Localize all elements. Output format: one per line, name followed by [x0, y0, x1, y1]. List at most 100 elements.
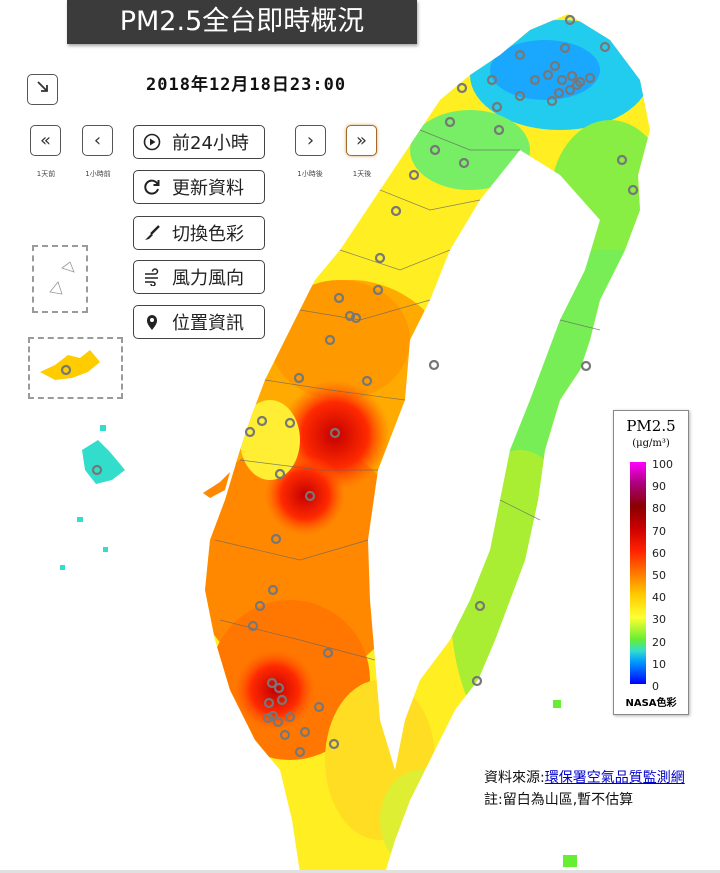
station-marker[interactable]: [344, 310, 356, 322]
station-marker[interactable]: [627, 184, 639, 196]
switch-color-button[interactable]: 切換色彩: [133, 216, 265, 250]
play-circle-icon: [142, 132, 162, 152]
matsu-inset: [32, 245, 88, 313]
station-marker[interactable]: [267, 584, 279, 596]
station-marker[interactable]: [549, 60, 561, 72]
legend-tick-90: 90: [652, 480, 666, 494]
location-button[interactable]: 位置資訊: [133, 305, 265, 339]
station-marker[interactable]: [566, 70, 578, 82]
station-marker[interactable]: [328, 738, 340, 750]
station-marker[interactable]: [599, 41, 611, 53]
station-marker[interactable]: [266, 677, 278, 689]
station-marker[interactable]: [514, 90, 526, 102]
station-marker[interactable]: [247, 620, 259, 632]
station-marker[interactable]: [272, 716, 284, 728]
station-marker[interactable]: [304, 490, 316, 502]
station-marker[interactable]: [279, 729, 291, 741]
day-back-button[interactable]: «: [30, 125, 61, 156]
station-marker[interactable]: [284, 711, 296, 723]
station-marker[interactable]: [456, 82, 468, 94]
wind-icon: [142, 267, 162, 287]
paint-brush-icon: [142, 223, 162, 243]
day-fwd-caption: 1天後: [352, 170, 372, 178]
station-marker[interactable]: [270, 533, 282, 545]
station-marker[interactable]: [408, 169, 420, 181]
station-marker[interactable]: [474, 600, 486, 612]
station-marker[interactable]: [244, 426, 256, 438]
last-24h-button[interactable]: 前24小時: [133, 125, 265, 159]
station-marker[interactable]: [514, 49, 526, 61]
station-marker[interactable]: [429, 144, 441, 156]
station-marker[interactable]: [493, 124, 505, 136]
station-marker[interactable]: [91, 464, 103, 476]
day-fwd-button[interactable]: »: [346, 125, 377, 156]
station-marker[interactable]: [553, 87, 565, 99]
station-marker[interactable]: [267, 710, 279, 722]
station-marker[interactable]: [256, 415, 268, 427]
station-marker[interactable]: [390, 205, 402, 217]
station-marker[interactable]: [350, 312, 362, 324]
station-marker[interactable]: [276, 694, 288, 706]
legend-tick-10: 10: [652, 657, 666, 671]
double-chevron-left-icon: «: [39, 130, 51, 151]
station-marker[interactable]: [284, 417, 296, 429]
station-marker[interactable]: [546, 95, 558, 107]
double-chevron-right-icon: »: [355, 130, 367, 151]
station-marker[interactable]: [333, 292, 345, 304]
station-marker[interactable]: [616, 154, 628, 166]
station-marker[interactable]: [273, 682, 285, 694]
legend-tick-30: 30: [652, 613, 666, 627]
legend-tick-50: 50: [652, 569, 666, 582]
station-marker[interactable]: [293, 372, 305, 384]
station-marker[interactable]: [574, 76, 586, 88]
station-marker[interactable]: [580, 360, 592, 372]
station-marker[interactable]: [491, 101, 503, 113]
chevron-left-icon: ‹: [93, 130, 102, 151]
bottom-bar: [0, 870, 720, 873]
station-marker[interactable]: [542, 69, 554, 81]
station-marker[interactable]: [324, 334, 336, 346]
kinmen-inset: [28, 337, 123, 399]
station-marker[interactable]: [361, 375, 373, 387]
station-marker[interactable]: [254, 600, 266, 612]
station-marker[interactable]: [564, 84, 576, 96]
pm25-legend: PM2.5 (μg/m³) NASA色彩: [613, 410, 689, 715]
chevron-right-icon: ›: [306, 130, 315, 151]
station-marker[interactable]: [564, 14, 576, 26]
station-marker[interactable]: [486, 74, 498, 86]
station-marker[interactable]: [556, 74, 568, 86]
station-marker[interactable]: [471, 675, 483, 687]
location-label: 位置資訊: [172, 313, 244, 334]
source-link[interactable]: 環保署空氣品質監測網: [544, 770, 685, 786]
station-marker[interactable]: [374, 252, 386, 264]
station-marker[interactable]: [294, 746, 306, 758]
station-marker[interactable]: [322, 647, 334, 659]
map-pin-icon: [142, 312, 162, 332]
station-marker[interactable]: [313, 701, 325, 713]
station-marker[interactable]: [428, 359, 440, 371]
station-marker[interactable]: [559, 42, 571, 54]
legend-tick-70: 70: [652, 524, 666, 538]
station-marker[interactable]: [584, 72, 596, 84]
hour-fwd-caption: 1小時後: [297, 170, 323, 178]
station-marker[interactable]: [262, 712, 274, 724]
hour-back-button[interactable]: ‹: [82, 125, 113, 156]
wind-button[interactable]: 風力風向: [133, 260, 265, 294]
station-marker[interactable]: [372, 284, 384, 296]
station-marker[interactable]: [274, 468, 286, 480]
legend-title: PM2.5: [626, 417, 676, 435]
legend-tick-0: 0: [652, 680, 659, 693]
station-marker[interactable]: [529, 74, 541, 86]
station-marker[interactable]: [329, 427, 341, 439]
refresh-button[interactable]: 更新資料: [133, 170, 265, 204]
expand-button[interactable]: [27, 74, 58, 105]
station-marker[interactable]: [458, 157, 470, 169]
station-marker[interactable]: [263, 697, 275, 709]
station-marker[interactable]: [444, 116, 456, 128]
station-marker[interactable]: [299, 726, 311, 738]
hour-fwd-button[interactable]: ›: [295, 125, 326, 156]
source-label: 資料來源:: [484, 770, 545, 786]
expand-arrow-icon: [35, 79, 51, 100]
legend-unit: (μg/m³): [632, 438, 670, 449]
station-marker[interactable]: [60, 364, 72, 376]
